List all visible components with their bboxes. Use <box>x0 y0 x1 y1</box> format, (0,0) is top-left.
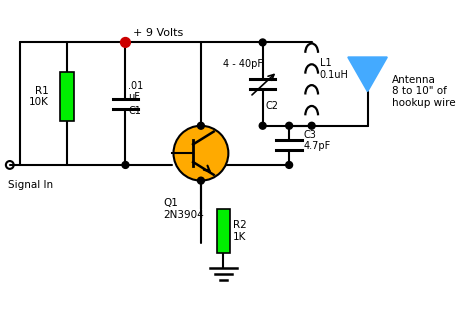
Polygon shape <box>348 57 387 91</box>
Circle shape <box>197 122 204 129</box>
Text: R1
10K: R1 10K <box>29 85 49 107</box>
Circle shape <box>259 122 266 129</box>
Bar <box>60 72 74 121</box>
Bar <box>217 209 230 253</box>
Circle shape <box>122 162 129 168</box>
Text: C3
4.7pF: C3 4.7pF <box>304 130 331 151</box>
Circle shape <box>122 39 129 46</box>
Text: C1: C1 <box>129 106 141 116</box>
Text: L1
0.1uH: L1 0.1uH <box>319 58 348 80</box>
Circle shape <box>174 126 228 181</box>
Circle shape <box>259 39 266 46</box>
Text: + 9 Volts: + 9 Volts <box>133 28 183 37</box>
Text: C2: C2 <box>265 101 279 111</box>
Circle shape <box>286 162 293 168</box>
Circle shape <box>308 122 315 129</box>
Circle shape <box>197 177 204 184</box>
Circle shape <box>121 37 130 47</box>
Text: Q1
2N3904: Q1 2N3904 <box>164 198 204 220</box>
Text: 4 - 40pF: 4 - 40pF <box>223 59 264 69</box>
Text: R2
1K: R2 1K <box>233 220 247 242</box>
Text: Antenna
8 to 10" of
hookup wire: Antenna 8 to 10" of hookup wire <box>392 75 456 108</box>
Circle shape <box>286 122 293 129</box>
Text: .01
uF: .01 uF <box>129 81 144 102</box>
Text: Signal In: Signal In <box>8 180 53 190</box>
